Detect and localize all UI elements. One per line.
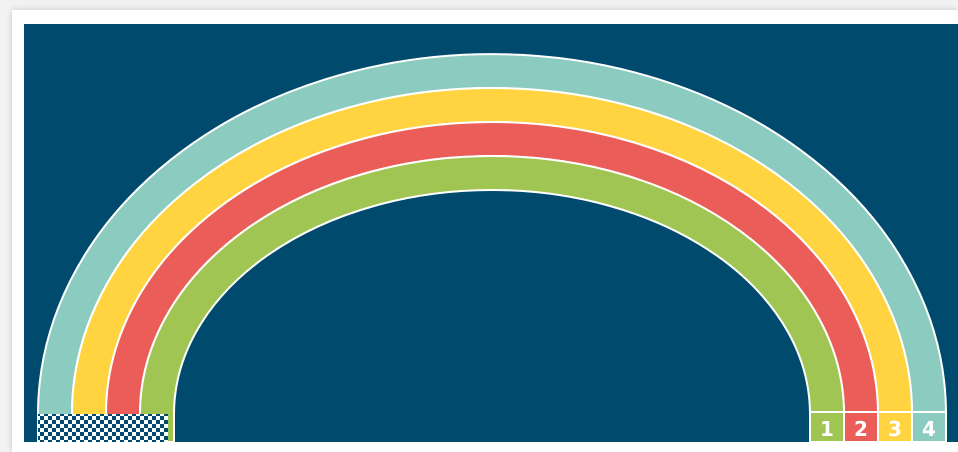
lane-3-number: 3 — [888, 417, 902, 441]
finish-line-checkered — [38, 414, 168, 442]
lane-1-start-box — [809, 411, 845, 442]
lane-1-number: 1 — [820, 417, 834, 441]
lane-4-number: 4 — [922, 417, 936, 441]
lane-3-start-box — [877, 411, 913, 442]
lane-2-number: 2 — [854, 417, 868, 441]
